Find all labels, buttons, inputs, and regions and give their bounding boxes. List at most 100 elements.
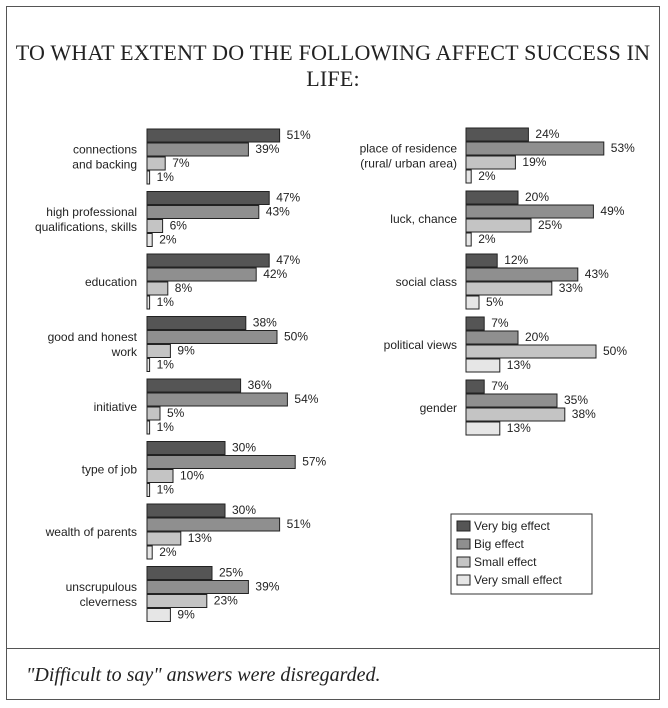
value-label-gender-very-small: 13% (507, 421, 531, 435)
value-label-social-class-very-big: 12% (504, 253, 528, 267)
bar-high-professional-qualifications-skills-very-small (146, 233, 153, 247)
bar-place-of-residence-rural-urban-area-very-small (465, 169, 472, 184)
value-label-place-of-residence-rural-urban-area-small: 19% (522, 155, 546, 169)
value-label-good-and-honest-work-small: 9% (177, 344, 195, 358)
bar-high-professional-qualifications-skills-big (146, 205, 260, 219)
value-label-social-class-big: 43% (585, 267, 609, 281)
category-label-wealth-of-parents: wealth of parents (45, 525, 137, 539)
value-label-connections-and-backing-big: 39% (255, 142, 279, 156)
bar-education-big (146, 267, 257, 282)
bar-wealth-of-parents-very-small (146, 545, 153, 560)
bar-social-class-very-big (465, 253, 498, 268)
value-label-wealth-of-parents-very-big: 30% (232, 503, 256, 517)
chart-panel-2: place of residence(rural/ urban area) 24%… (360, 127, 635, 436)
bar-political-views-very-small (465, 358, 501, 373)
bar-connections-and-backing-very-big (146, 128, 281, 143)
value-label-education-very-big: 47% (276, 253, 300, 267)
footnote-divider (6, 648, 660, 649)
bar-good-and-honest-work-big (146, 330, 278, 344)
legend-swatch-big (456, 538, 471, 550)
bar-luck-chance-small (465, 218, 532, 233)
category-label-place-of-residence-rural-urban-area-line-1: place of residence (360, 142, 458, 156)
value-label-connections-and-backing-very-small: 1% (157, 170, 175, 184)
value-label-political-views-big: 20% (525, 330, 549, 344)
bar-political-views-small (465, 344, 597, 359)
category-label-high-professional-qualifications-skills-line-2: qualifications, skills (35, 220, 137, 234)
category-label-gender: gender (420, 401, 457, 415)
value-label-education-small: 8% (175, 281, 193, 295)
bar-unscrupulous-cleverness-small (146, 594, 208, 608)
value-label-type-of-job-very-big: 30% (232, 441, 256, 455)
bar-political-views-big (465, 330, 519, 345)
value-label-type-of-job-big: 57% (302, 455, 326, 469)
bar-good-and-honest-work-very-small (146, 358, 151, 372)
category-label-connections-and-backing-line-1: connections (73, 143, 137, 157)
value-label-high-professional-qualifications-skills-small: 6% (170, 219, 188, 233)
value-label-wealth-of-parents-big: 51% (287, 517, 311, 531)
bar-gender-very-big (465, 379, 485, 394)
category-label-good-and-honest-work-line-1: good and honest (48, 330, 138, 344)
bar-initiative-very-big (146, 378, 242, 393)
category-label-high-professional-qualifications-skills-line-1: high professional (46, 205, 137, 219)
value-label-gender-big: 35% (564, 393, 588, 407)
bar-wealth-of-parents-small (146, 531, 182, 546)
bar-high-professional-qualifications-skills-small (146, 219, 164, 233)
value-label-type-of-job-very-small: 1% (157, 483, 175, 497)
bar-good-and-honest-work-very-big (146, 316, 247, 330)
value-label-political-views-very-small: 13% (507, 358, 531, 372)
bar-unscrupulous-cleverness-big (146, 580, 249, 594)
legend-label-very-big: Very big effect (474, 519, 550, 533)
legend: Very big effect Big effect Small effect Ver… (450, 513, 593, 595)
bar-connections-and-backing-small (146, 156, 166, 171)
bar-connections-and-backing-big (146, 142, 249, 157)
category-label-unscrupulous-cleverness-line-1: unscrupulous (66, 580, 137, 594)
bar-education-very-small (146, 295, 151, 310)
bar-place-of-residence-rural-urban-area-very-big (465, 127, 529, 142)
legend-swatch-very-big (456, 520, 471, 532)
footnote: "Difficult to say" answers were disregar… (26, 664, 381, 686)
bar-type-of-job-small (146, 469, 174, 483)
value-label-initiative-small: 5% (167, 406, 185, 420)
bar-unscrupulous-cleverness-very-big (146, 566, 213, 580)
bar-wealth-of-parents-very-big (146, 503, 226, 518)
bar-social-class-small (465, 281, 553, 296)
value-label-luck-chance-small: 25% (538, 218, 562, 232)
bar-type-of-job-very-big (146, 441, 226, 455)
category-label-education: education (85, 275, 137, 289)
bar-luck-chance-big (465, 204, 594, 219)
bar-type-of-job-very-small (146, 483, 151, 497)
value-label-initiative-very-small: 1% (157, 420, 175, 434)
value-label-political-views-very-big: 7% (491, 316, 509, 330)
bar-education-small (146, 281, 169, 296)
category-label-type-of-job: type of job (82, 463, 138, 477)
value-label-luck-chance-very-big: 20% (525, 190, 549, 204)
chart-title: TO WHAT EXTENT DO THE FOLLOWING AFFECT S… (15, 40, 651, 91)
value-label-good-and-honest-work-very-small: 1% (157, 358, 175, 372)
value-label-place-of-residence-rural-urban-area-very-small: 2% (478, 169, 496, 183)
category-label-good-and-honest-work-line-2: work (111, 345, 138, 359)
value-label-unscrupulous-cleverness-big: 39% (255, 580, 279, 594)
bar-gender-small (465, 407, 566, 422)
value-label-unscrupulous-cleverness-very-big: 25% (219, 566, 243, 580)
value-label-connections-and-backing-very-big: 51% (287, 128, 311, 142)
bar-luck-chance-very-big (465, 190, 519, 205)
value-label-high-professional-qualifications-skills-very-big: 47% (276, 191, 300, 205)
bar-luck-chance-very-small (465, 232, 472, 247)
bar-unscrupulous-cleverness-very-small (146, 608, 171, 622)
value-label-high-professional-qualifications-skills-big: 43% (266, 205, 290, 219)
category-label-connections-and-backing-line-2: and backing (72, 158, 137, 172)
value-label-connections-and-backing-small: 7% (172, 156, 190, 170)
category-label-unscrupulous-cleverness-line-2: cleverness (80, 595, 137, 609)
bar-place-of-residence-rural-urban-area-small (465, 155, 516, 170)
value-label-good-and-honest-work-very-big: 38% (253, 316, 277, 330)
category-label-political-views: political views (384, 338, 457, 352)
bar-initiative-big (146, 392, 288, 407)
bar-gender-very-small (465, 421, 501, 436)
value-label-gender-small: 38% (572, 407, 596, 421)
category-label-initiative: initiative (94, 400, 138, 414)
bar-type-of-job-big (146, 455, 296, 469)
bar-place-of-residence-rural-urban-area-big (465, 141, 605, 156)
legend-label-small: Small effect (474, 555, 537, 569)
